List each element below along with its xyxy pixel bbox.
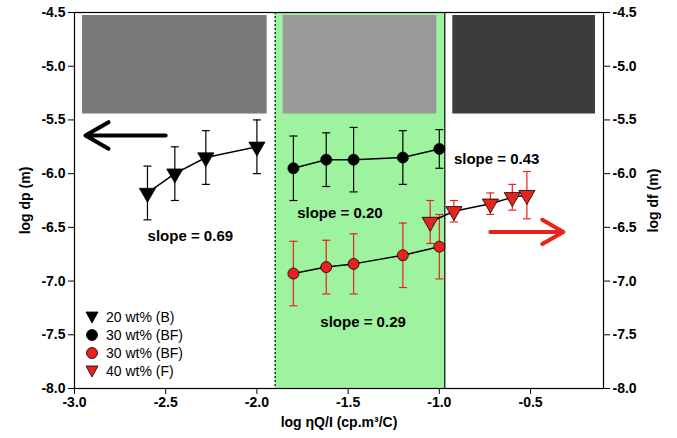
html-text:40 wt% (F): 40 wt% (F)	[106, 363, 174, 379]
svg-text:-1.0: -1.0	[427, 394, 451, 410]
svg-text:-1.5: -1.5	[336, 394, 360, 410]
svg-text:log dp (m): log dp (m)	[17, 167, 33, 235]
svg-text:-7.0: -7.0	[613, 273, 637, 289]
svg-text:-2.5: -2.5	[154, 394, 178, 410]
svg-text:log df (m): log df (m)	[645, 169, 661, 233]
svg-text:-5.5: -5.5	[41, 111, 65, 127]
svg-text:-6.5: -6.5	[41, 219, 65, 235]
svg-text:-7.0: -7.0	[41, 273, 65, 289]
html-text:30 wt% (BF): 30 wt% (BF)	[106, 327, 183, 343]
svg-text:-6.0: -6.0	[41, 165, 65, 181]
svg-text:-4.5: -4.5	[613, 4, 637, 20]
svg-text:-4.5: -4.5	[41, 4, 65, 20]
svg-text:-3.0: -3.0	[62, 394, 86, 410]
svg-text:slope = 0.29: slope = 0.29	[320, 313, 405, 330]
svg-text:-7.5: -7.5	[41, 326, 65, 342]
html-text:20 wt% (B): 20 wt% (B)	[106, 309, 175, 325]
svg-text:-5.0: -5.0	[41, 58, 65, 74]
svg-text:-5.5: -5.5	[613, 111, 637, 127]
svg-text:-0.5: -0.5	[518, 394, 542, 410]
svg-text:log ηQ/I (cp.m³/C): log ηQ/I (cp.m³/C)	[281, 414, 398, 430]
svg-text:slope = 0.69: slope = 0.69	[148, 227, 233, 244]
svg-text:slope = 0.20: slope = 0.20	[297, 204, 382, 221]
svg-text:-7.5: -7.5	[613, 326, 637, 342]
svg-text:slope = 0.43: slope = 0.43	[454, 150, 539, 167]
svg-text:-6.5: -6.5	[613, 219, 637, 235]
svg-text:-5.0: -5.0	[613, 58, 637, 74]
svg-text:-6.0: -6.0	[613, 165, 637, 181]
svg-text:-8.0: -8.0	[41, 380, 65, 396]
svg-text:-8.0: -8.0	[613, 380, 637, 396]
html-text:30 wt% (BF): 30 wt% (BF)	[106, 345, 183, 361]
svg-text:-2.0: -2.0	[245, 394, 269, 410]
